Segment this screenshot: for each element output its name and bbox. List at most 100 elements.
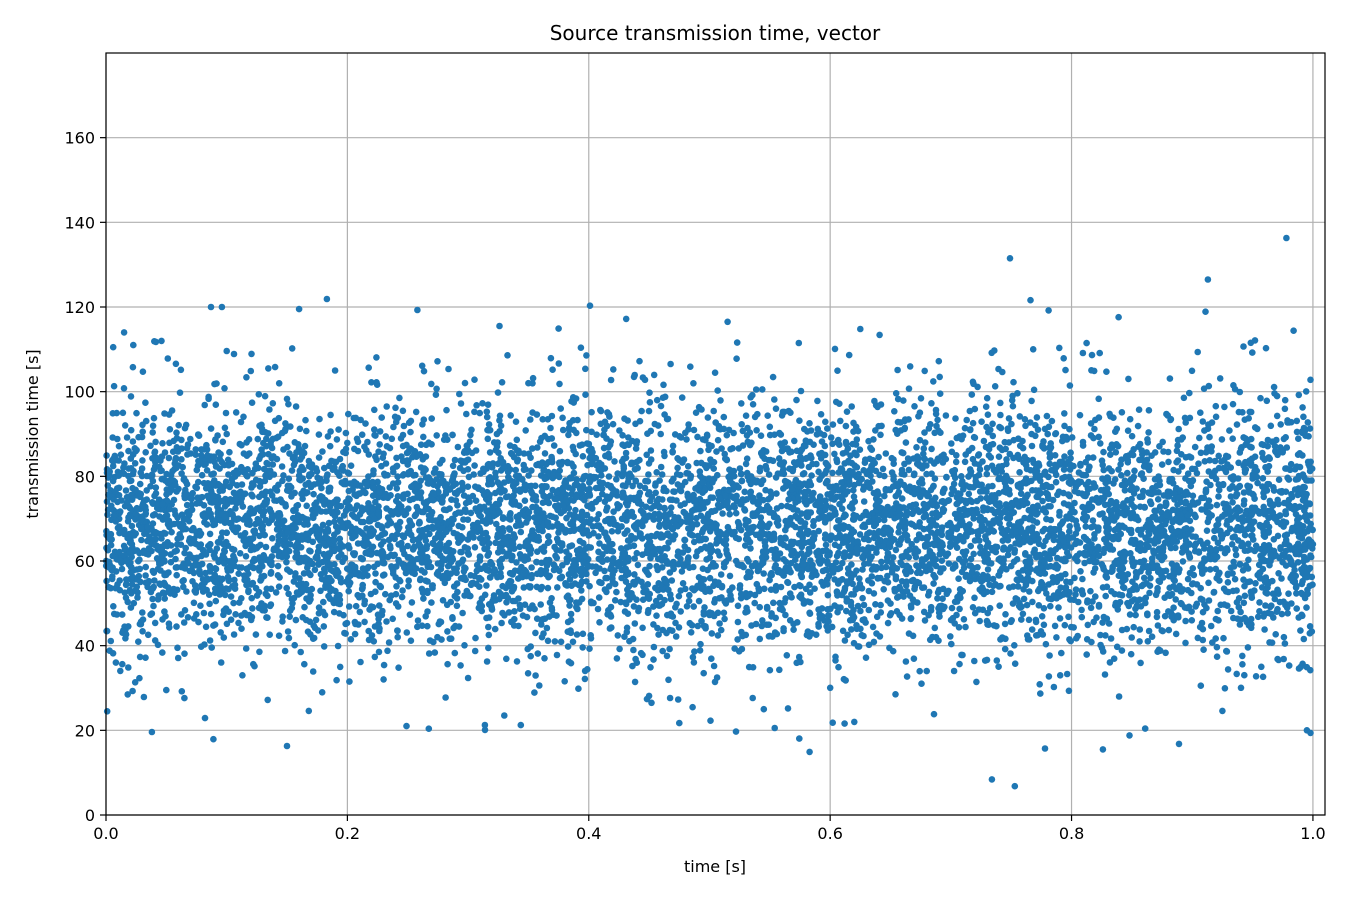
data-point	[1241, 547, 1249, 554]
data-point	[222, 409, 230, 417]
data-point	[244, 570, 252, 578]
data-point	[394, 603, 402, 610]
data-point	[406, 496, 414, 504]
data-point	[122, 594, 130, 602]
data-point	[405, 577, 413, 584]
data-point	[977, 543, 984, 551]
data-point	[603, 435, 610, 442]
data-point	[681, 543, 688, 550]
data-point	[362, 489, 369, 497]
data-point	[901, 416, 909, 423]
data-point	[281, 647, 289, 655]
data-point	[842, 422, 850, 430]
data-point	[894, 366, 901, 374]
data-point	[898, 495, 906, 502]
data-point	[439, 456, 446, 464]
data-point	[1025, 525, 1032, 533]
data-point	[580, 519, 588, 527]
data-point	[307, 483, 315, 491]
data-point	[203, 521, 211, 528]
data-point	[1005, 415, 1013, 422]
data-point	[1052, 430, 1059, 438]
data-point	[841, 553, 848, 561]
data-point	[297, 648, 305, 656]
data-point	[193, 466, 201, 474]
data-point	[1280, 633, 1288, 641]
data-point	[417, 441, 425, 449]
data-point	[797, 582, 804, 590]
data-point	[889, 647, 897, 655]
data-point	[832, 398, 840, 406]
data-point	[168, 528, 175, 536]
data-point	[583, 426, 590, 434]
data-point	[970, 550, 977, 558]
data-point	[1020, 595, 1028, 603]
data-point	[554, 584, 561, 591]
data-point	[776, 666, 783, 674]
data-point	[1028, 442, 1036, 450]
data-point	[763, 605, 771, 612]
data-point	[151, 577, 158, 584]
data-point	[734, 636, 741, 643]
data-point	[200, 609, 208, 617]
data-point	[336, 663, 344, 671]
data-point	[1218, 436, 1226, 443]
data-point	[461, 379, 469, 387]
data-point	[292, 403, 300, 410]
data-point	[1113, 643, 1121, 651]
data-point	[1136, 626, 1144, 633]
data-point	[181, 650, 188, 657]
data-point	[227, 593, 235, 600]
data-point	[309, 668, 317, 675]
data-point	[618, 515, 626, 523]
data-point	[1180, 394, 1188, 402]
data-point	[221, 385, 228, 392]
data-point	[139, 549, 147, 556]
data-point	[962, 623, 969, 631]
data-point	[1014, 583, 1022, 590]
data-point	[553, 612, 560, 619]
data-point	[425, 650, 433, 657]
data-point	[1281, 396, 1289, 404]
data-point	[697, 640, 704, 648]
data-point	[1061, 621, 1069, 629]
data-point	[1108, 467, 1115, 475]
data-point	[528, 564, 535, 571]
data-point	[596, 540, 603, 547]
data-point	[814, 397, 821, 405]
data-point	[236, 550, 244, 557]
data-point	[292, 616, 300, 624]
data-point	[1092, 416, 1099, 424]
data-point	[772, 561, 779, 569]
data-point	[1067, 578, 1074, 586]
data-point	[345, 587, 353, 595]
data-point	[714, 387, 721, 394]
data-point	[178, 456, 185, 463]
data-point	[645, 471, 652, 478]
data-point	[455, 509, 462, 516]
data-point	[441, 579, 449, 587]
data-point	[948, 640, 955, 648]
data-point	[549, 366, 556, 374]
data-point	[1297, 663, 1305, 671]
data-point	[1030, 386, 1038, 394]
data-point	[690, 426, 698, 434]
data-point	[582, 391, 589, 399]
data-point	[828, 623, 836, 631]
data-point	[371, 406, 378, 414]
data-point	[1022, 550, 1029, 557]
data-point	[1235, 408, 1243, 416]
data-point	[710, 465, 717, 472]
data-point	[499, 515, 507, 522]
data-point	[190, 599, 198, 607]
data-point	[1233, 421, 1241, 428]
data-point	[573, 429, 580, 437]
data-point	[468, 529, 476, 537]
data-point	[117, 451, 125, 459]
data-point	[493, 430, 501, 438]
data-point	[876, 497, 883, 505]
data-point	[1234, 504, 1241, 512]
data-point	[158, 535, 165, 542]
data-point	[1073, 635, 1080, 642]
